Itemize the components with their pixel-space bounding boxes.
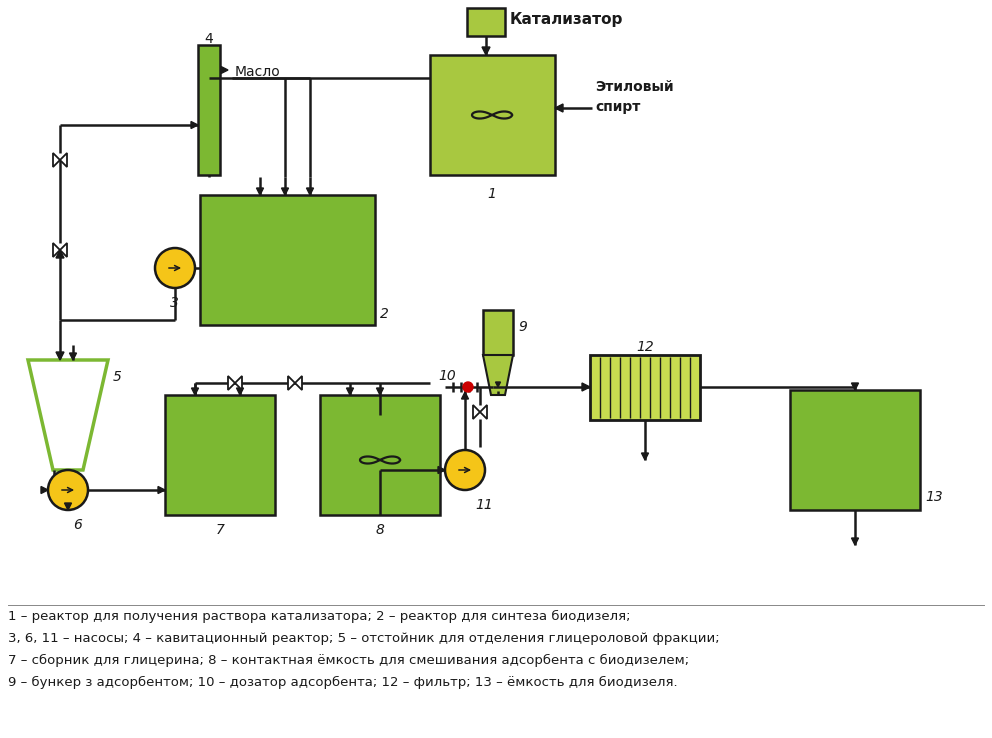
Polygon shape <box>221 66 228 74</box>
Polygon shape <box>851 383 858 390</box>
Polygon shape <box>851 538 858 545</box>
Polygon shape <box>235 376 242 390</box>
Text: 7 – сборник для глицерина; 8 – контактная ёмкость для смешивания адсорбента с би: 7 – сборник для глицерина; 8 – контактна… <box>8 654 689 667</box>
Bar <box>590 355 700 420</box>
Polygon shape <box>555 104 563 112</box>
Polygon shape <box>56 352 64 360</box>
Polygon shape <box>191 388 198 395</box>
Polygon shape <box>60 243 67 257</box>
Polygon shape <box>377 388 384 395</box>
Polygon shape <box>288 376 295 390</box>
Text: 1 – реактор для получения раствора катализатора; 2 – реактор для синтеза биодизе: 1 – реактор для получения раствора катал… <box>8 610 631 623</box>
Polygon shape <box>41 486 48 494</box>
Bar <box>198 45 220 175</box>
Bar <box>430 55 555 175</box>
Polygon shape <box>461 392 468 399</box>
Text: 6: 6 <box>73 518 82 532</box>
Text: 9 – бункер з адсорбентом; 10 – дозатор адсорбента; 12 – фильтр; 13 – ёмкость для: 9 – бункер з адсорбентом; 10 – дозатор а… <box>8 676 678 689</box>
Polygon shape <box>228 376 235 390</box>
Polygon shape <box>483 355 513 395</box>
Polygon shape <box>295 376 302 390</box>
Polygon shape <box>346 388 353 395</box>
Text: 1: 1 <box>487 187 496 201</box>
Circle shape <box>155 248 195 288</box>
Bar <box>165 395 275 515</box>
Circle shape <box>463 382 473 392</box>
Bar <box>790 390 920 510</box>
Text: 5: 5 <box>113 370 122 384</box>
Polygon shape <box>582 383 590 391</box>
Polygon shape <box>191 122 198 128</box>
Polygon shape <box>307 188 313 195</box>
Polygon shape <box>158 486 165 494</box>
Polygon shape <box>56 250 64 258</box>
Text: Этиловый: Этиловый <box>595 80 674 94</box>
Polygon shape <box>53 243 60 257</box>
Text: 7: 7 <box>215 523 224 537</box>
Text: 2: 2 <box>380 307 389 321</box>
Polygon shape <box>495 382 501 387</box>
Text: 11: 11 <box>475 498 493 512</box>
Polygon shape <box>438 466 445 474</box>
Polygon shape <box>53 153 60 167</box>
Text: 3: 3 <box>170 296 179 310</box>
Text: 12: 12 <box>636 340 654 354</box>
Text: 4: 4 <box>204 32 213 46</box>
Bar <box>320 395 440 515</box>
Polygon shape <box>642 453 649 460</box>
Text: 3, 6, 11 – насосы; 4 – кавитационный реактор; 5 – отстойник для отделения глицер: 3, 6, 11 – насосы; 4 – кавитационный реа… <box>8 632 719 645</box>
Polygon shape <box>282 188 289 195</box>
Polygon shape <box>64 503 71 510</box>
Polygon shape <box>60 153 67 167</box>
Circle shape <box>445 450 485 490</box>
Text: Масло: Масло <box>235 65 281 79</box>
Polygon shape <box>28 360 108 470</box>
Text: 9: 9 <box>518 320 527 334</box>
Text: 8: 8 <box>376 523 385 537</box>
Polygon shape <box>69 353 76 360</box>
Polygon shape <box>480 405 487 419</box>
Bar <box>467 8 505 36</box>
Text: Катализатор: Катализатор <box>510 12 623 27</box>
Text: 13: 13 <box>925 490 942 504</box>
Polygon shape <box>482 47 490 55</box>
Bar <box>483 310 513 355</box>
Text: 10: 10 <box>438 369 455 383</box>
Polygon shape <box>473 405 480 419</box>
Circle shape <box>48 470 88 510</box>
Text: спирт: спирт <box>595 100 641 114</box>
Polygon shape <box>236 388 243 395</box>
Bar <box>200 195 375 325</box>
Polygon shape <box>257 188 264 195</box>
